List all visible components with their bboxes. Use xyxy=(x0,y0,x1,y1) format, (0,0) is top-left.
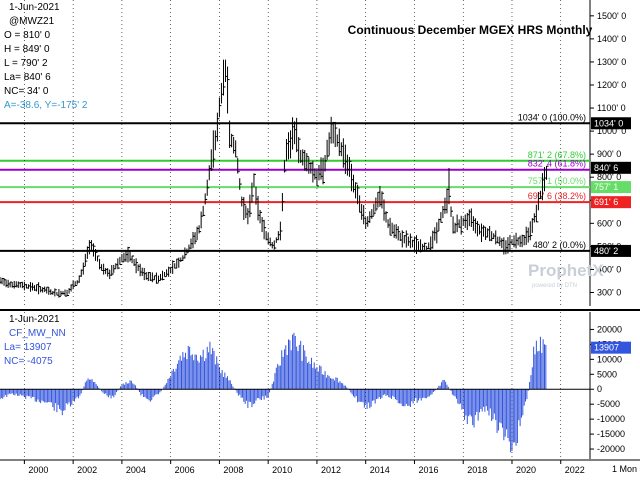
x-tick-label: 2014 xyxy=(370,465,390,475)
x-axis-ticks: 2000 2002 2004 2006 2008 2010 2012 2014 2016 2018… xyxy=(23,0,585,475)
price-bars xyxy=(0,59,549,298)
x-tick-label: 2016 xyxy=(418,465,438,475)
cftc-last-tag-box xyxy=(591,341,631,354)
x-tick-label: 2020 xyxy=(516,465,536,475)
info-box: 1-Jun-2021 @MWZ21 O = 810' 0 H = 849' 0 … xyxy=(4,2,88,111)
info-low: L = 790' 2 xyxy=(4,58,48,69)
cftc-info-box: 1-Jun-2021 CF_MW_NN La= 13907 NC= -4075 xyxy=(4,314,66,367)
cftc-tick-label: -15000 xyxy=(597,429,625,439)
cftc-tick-label: 5000 xyxy=(597,369,617,379)
x-tick-label: 2022 xyxy=(565,465,585,475)
info-cursor: A=-38.6, Y=-175' 2 xyxy=(4,100,88,111)
cftc-panel: -20000-15000-10000-500005000100001500020… xyxy=(0,312,631,459)
fibonacci-tags: 1034' 0 757' 1 691' 6 480' 2 840' 6 xyxy=(591,117,631,257)
fib-label: 480' 2 (0.0%) xyxy=(533,240,586,250)
price-tick-label: 1300' 0 xyxy=(597,57,626,67)
x-tick-label: 2008 xyxy=(223,465,243,475)
price-tick-label: 1000' 0 xyxy=(597,126,626,136)
fibonacci-levels: 1034' 0 (100.0%) 871' 2 (67.8%)832' 4 (61… xyxy=(0,112,590,252)
watermark-logo: ProphetX xyxy=(528,261,604,280)
price-tick-label: 1500' 0 xyxy=(597,11,626,21)
price-tick-label: 600' 0 xyxy=(597,218,621,228)
cftc-bars xyxy=(0,332,547,453)
fib-label: 757' 1 (50.0%) xyxy=(528,176,586,186)
cftc-tick-label: -5000 xyxy=(597,399,620,409)
x-tick-label: 2006 xyxy=(175,465,195,475)
info-high: H = 849' 0 xyxy=(4,44,50,55)
price-tick-label: 1400' 0 xyxy=(597,34,626,44)
x-tick-label: 2012 xyxy=(321,465,341,475)
cftc-tick-label: -10000 xyxy=(597,414,625,424)
info-last: La= 840' 6 xyxy=(4,72,51,83)
fib-tag-box xyxy=(591,244,631,257)
cftc-info-series: CF_MW_NN xyxy=(9,328,66,339)
price-tick-label: 300' 0 xyxy=(597,287,621,297)
price-tick-label: 1100' 0 xyxy=(597,103,626,113)
fib-tag-label: 1034' 0 xyxy=(594,118,623,128)
cftc-info-net-change: NC= -4075 xyxy=(4,356,53,367)
cftc-info-date: 1-Jun-2021 xyxy=(9,314,60,325)
cftc-tick-label: 10000 xyxy=(597,354,622,364)
x-tick-label: 2002 xyxy=(77,465,97,475)
price-tick-label: 900' 0 xyxy=(597,149,621,159)
info-net-change: NC= 34' 0 xyxy=(4,86,49,97)
fib-label: 871' 2 (67.8%) xyxy=(528,150,586,160)
price-panel: 1034' 0 (100.0%) 871' 2 (67.8%)832' 4 (61… xyxy=(0,0,631,306)
price-plot-area xyxy=(0,0,590,306)
info-symbol: @MWZ21 xyxy=(9,16,55,27)
watermark: ProphetX powered by DTN xyxy=(528,261,604,289)
x-tick-label: 2010 xyxy=(272,465,292,475)
fib-label: 691' 6 (38.2%) xyxy=(528,191,586,201)
cftc-tick-label: 0 xyxy=(597,384,602,394)
watermark-sub: powered by DTN xyxy=(532,283,577,289)
x-axis-band xyxy=(0,460,640,480)
fib-tag-label: 480' 2 xyxy=(594,246,618,256)
x-end-label: 1 Mon xyxy=(612,464,637,474)
fib-tag-box xyxy=(591,181,631,194)
info-open: O = 810' 0 xyxy=(4,30,51,41)
cftc-info-last: La= 13907 xyxy=(4,342,52,353)
cftc-axis-ticks: -20000-15000-10000-500005000100001500020… xyxy=(0,324,631,454)
price-tick-label: 400' 0 xyxy=(597,264,621,274)
price-tick-label: 1200' 0 xyxy=(597,80,626,90)
fib-tag-box xyxy=(591,117,631,130)
price-tick-label: 800' 0 xyxy=(597,172,621,182)
info-date: 1-Jun-2021 xyxy=(9,2,60,13)
x-tick-label: 2018 xyxy=(467,465,487,475)
chart-title: Continuous December MGEX HRS Monthly xyxy=(348,23,593,37)
fib-label: 832' 4 (61.8%) xyxy=(528,159,586,169)
last-price-tag-box xyxy=(591,161,631,174)
fib-label: 1034' 0 (100.0%) xyxy=(518,112,586,122)
last-price-tag-label: 840' 6 xyxy=(594,163,618,173)
x-tick-label: 2004 xyxy=(126,465,146,475)
cftc-last-tag-label: 13907 xyxy=(594,343,619,353)
fib-tag-label: 691' 6 xyxy=(594,197,618,207)
fib-tag-box xyxy=(591,196,631,209)
fib-tag-label: 757' 1 xyxy=(594,182,618,192)
x-tick-label: 2000 xyxy=(28,465,48,475)
cftc-tick-label: 20000 xyxy=(597,324,622,334)
cftc-tick-label: -20000 xyxy=(597,444,625,454)
